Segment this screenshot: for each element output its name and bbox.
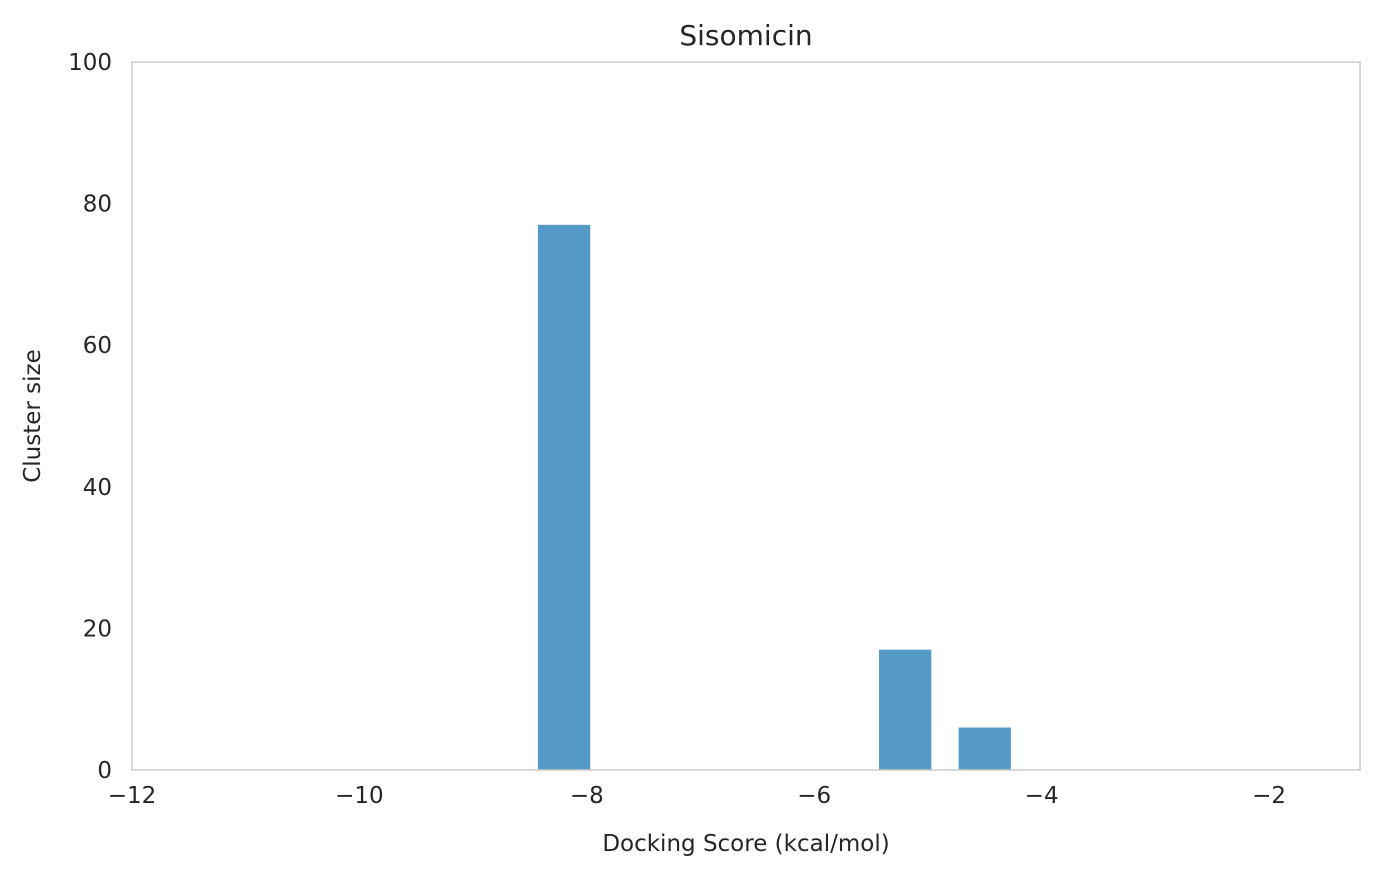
y-tick-label: 60 xyxy=(83,333,112,359)
y-tick-label: 40 xyxy=(83,475,112,501)
x-tick-label: −10 xyxy=(335,783,384,809)
x-axis: −12 −10 −8 −6 −4 −2 xyxy=(108,783,1286,809)
bar-series xyxy=(537,224,1011,771)
y-tick-label: 80 xyxy=(83,192,112,218)
bar-0 xyxy=(537,224,591,771)
plot-frame xyxy=(131,61,1361,771)
bar-1 xyxy=(879,649,932,770)
x-tick-label: −2 xyxy=(1252,783,1286,809)
x-axis-label: Docking Score (kcal/mol) xyxy=(602,831,889,857)
x-tick-label: −8 xyxy=(570,783,604,809)
x-tick-label: −4 xyxy=(1025,783,1059,809)
bar-2 xyxy=(958,727,1011,770)
y-tick-label: 100 xyxy=(68,50,112,76)
y-tick-label: 0 xyxy=(97,758,112,784)
y-axis: 0 20 40 60 80 100 xyxy=(68,50,112,784)
y-tick-label: 20 xyxy=(83,616,112,642)
y-axis-label: Cluster size xyxy=(20,349,46,483)
x-tick-label: −6 xyxy=(797,783,831,809)
chart-title: Sisomicin xyxy=(679,19,812,52)
x-tick-label: −12 xyxy=(108,783,157,809)
